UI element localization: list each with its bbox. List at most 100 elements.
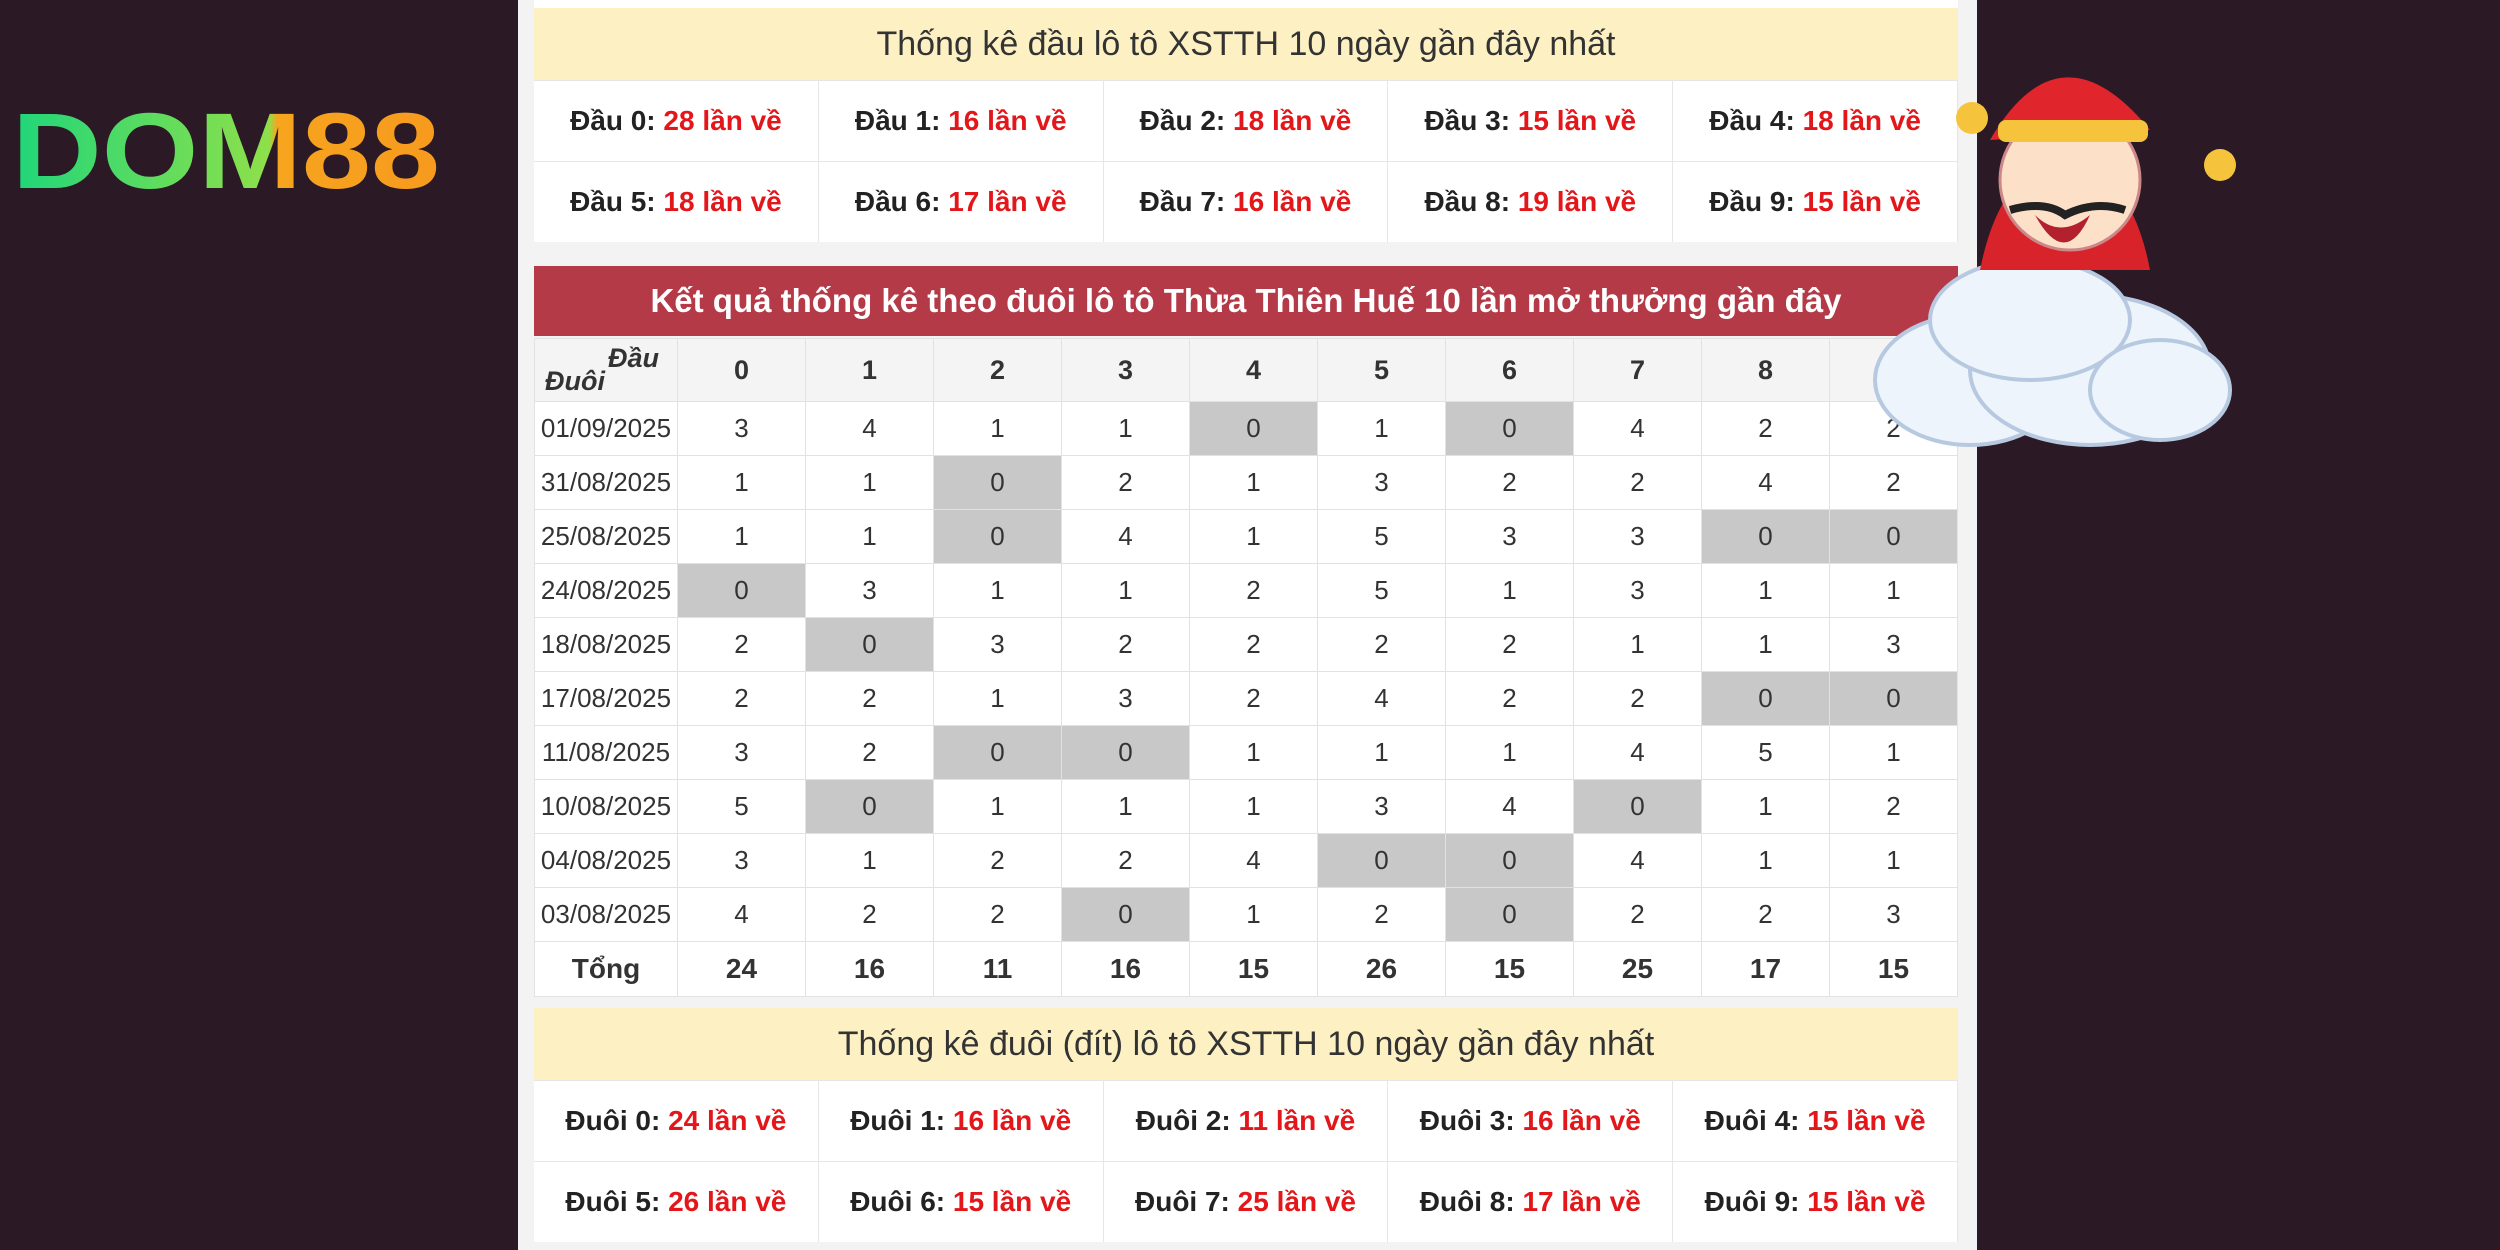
stat-label: Đuôi 0: <box>565 1105 661 1136</box>
stat-cell: Đầu 2: 18 lần về <box>1103 80 1389 161</box>
count-cell: 5 <box>677 779 806 834</box>
stat-cell: Đầu 9: 15 lần về <box>1673 161 1958 242</box>
dau-section: Thống kê đầu lô tô XSTTH 10 ngày gần đây… <box>534 8 1958 242</box>
count-cell: 4 <box>1061 509 1190 564</box>
total-row: Tổng 24 16 11 16 15 26 15 25 17 15 <box>534 941 1958 997</box>
header-row: ĐầuĐuôi0123456789 <box>534 338 1958 402</box>
count-cell: 2 <box>805 725 934 780</box>
count-cell: 2 <box>1317 617 1446 672</box>
stat-cell: Đuôi 6: 15 lần về <box>818 1161 1104 1242</box>
count-cell: 3 <box>1317 779 1446 834</box>
cloud <box>1873 258 2232 447</box>
count-cell: 0 <box>933 725 1062 780</box>
stat-cell: Đầu 8: 19 lần về <box>1388 161 1674 242</box>
column-header: 0 <box>677 338 806 402</box>
count-cell: 3 <box>1445 509 1574 564</box>
count-cell: 1 <box>805 455 934 510</box>
stat-label: Đầu 7: <box>1139 186 1226 217</box>
count-cell: 2 <box>1061 455 1190 510</box>
count-cell: 1 <box>1061 401 1190 456</box>
total-cell: 17 <box>1701 941 1830 997</box>
count-cell: 0 <box>805 779 934 834</box>
count-cell: 3 <box>1573 563 1702 618</box>
date-cell: 31/08/2025 <box>534 455 678 510</box>
date-cell: 17/08/2025 <box>534 671 678 726</box>
stat-cell: Đuôi 0: 24 lần về <box>534 1080 819 1161</box>
date-cell: 04/08/2025 <box>534 833 678 888</box>
count-cell: 2 <box>677 617 806 672</box>
count-cell: 5 <box>1701 725 1830 780</box>
count-cell: 1 <box>1317 725 1446 780</box>
stat-value: 16 lần về <box>1522 1105 1641 1136</box>
corner-cell: Đầu Đuôi <box>534 338 678 402</box>
count-cell: 0 <box>1701 509 1830 564</box>
total-cell: 25 <box>1573 941 1702 997</box>
stat-cell: Đuôi 3: 16 lần về <box>1388 1080 1674 1161</box>
count-cell: 1 <box>1701 833 1830 888</box>
stat-value: 15 lần về <box>1807 1186 1926 1217</box>
count-cell: 3 <box>805 563 934 618</box>
count-cell: 2 <box>805 887 934 942</box>
count-cell: 2 <box>1573 455 1702 510</box>
logo: DOM88 <box>12 90 440 211</box>
count-cell: 2 <box>1189 617 1318 672</box>
count-cell: 4 <box>1317 671 1446 726</box>
count-cell: 3 <box>1061 671 1190 726</box>
count-cell: 2 <box>1573 887 1702 942</box>
stat-value: 15 lần về <box>1807 1105 1926 1136</box>
column-header: 8 <box>1701 338 1830 402</box>
stat-value: 17 lần về <box>1522 1186 1641 1217</box>
count-cell: 3 <box>1573 509 1702 564</box>
stat-value: 28 lần về <box>663 105 782 136</box>
count-cell: 4 <box>677 887 806 942</box>
count-cell: 2 <box>805 671 934 726</box>
data-row: 11/08/2025 3 2 0 0 1 1 1 4 5 1 <box>534 725 1958 780</box>
count-cell: 1 <box>933 779 1062 834</box>
stat-value: 16 lần về <box>952 1105 1072 1136</box>
count-cell: 0 <box>1445 887 1574 942</box>
stat-cell: Đầu 3: 15 lần về <box>1388 80 1674 161</box>
count-cell: 1 <box>933 401 1062 456</box>
stat-label: Đầu 5: <box>570 186 656 217</box>
count-cell: 0 <box>805 617 934 672</box>
stat-value: 18 lần về <box>663 186 782 217</box>
count-cell: 2 <box>1829 779 1958 834</box>
stat-label: Đuôi 7: <box>1135 1186 1230 1217</box>
stat-value: 25 lần về <box>1237 1186 1356 1217</box>
count-cell: 1 <box>933 563 1062 618</box>
stat-label: Đầu 6: <box>854 186 941 217</box>
column-header: 7 <box>1573 338 1702 402</box>
count-cell: 1 <box>1189 509 1318 564</box>
count-cell: 3 <box>1317 455 1446 510</box>
stat-cell: Đuôi 4: 15 lần về <box>1673 1080 1958 1161</box>
count-cell: 4 <box>1701 455 1830 510</box>
count-cell: 2 <box>1445 617 1574 672</box>
stat-label: Đuôi 6: <box>850 1186 946 1217</box>
data-row: 17/08/2025 2 2 1 3 2 4 2 2 0 0 <box>534 671 1958 726</box>
count-cell: 4 <box>1573 833 1702 888</box>
count-cell: 0 <box>1061 725 1190 780</box>
mouth <box>2035 215 2090 243</box>
data-row: 18/08/2025 2 0 3 2 2 2 2 1 1 3 <box>534 617 1958 672</box>
total-cell: 16 <box>1061 941 1190 997</box>
hat-band <box>1998 120 2148 142</box>
count-cell: 0 <box>677 563 806 618</box>
count-cell: 3 <box>677 725 806 780</box>
count-cell: 1 <box>1445 725 1574 780</box>
total-label: Tổng <box>534 941 678 997</box>
count-cell: 1 <box>1829 833 1958 888</box>
count-cell: 2 <box>677 671 806 726</box>
count-cell: 2 <box>1829 455 1958 510</box>
count-cell: 1 <box>1189 455 1318 510</box>
count-cell: 0 <box>1445 833 1574 888</box>
stat-value: 16 lần về <box>948 105 1067 136</box>
mustache <box>2008 202 2127 220</box>
stat-label: Đuôi 5: <box>565 1186 661 1217</box>
stat-cell: Đầu 7: 16 lần về <box>1103 161 1389 242</box>
column-header: 4 <box>1189 338 1318 402</box>
count-cell: 0 <box>1445 401 1574 456</box>
stat-label: Đuôi 2: <box>1135 1105 1231 1136</box>
count-cell: 0 <box>933 455 1062 510</box>
count-cell: 1 <box>1701 563 1830 618</box>
